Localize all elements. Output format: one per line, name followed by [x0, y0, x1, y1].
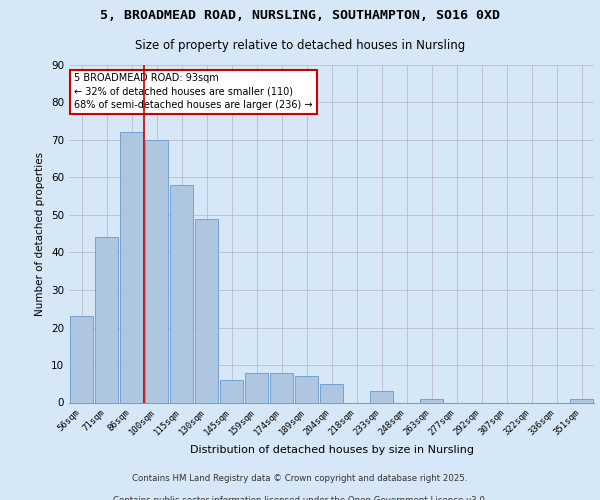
Bar — [420, 399, 443, 402]
Text: Contains HM Land Registry data © Crown copyright and database right 2025.: Contains HM Land Registry data © Crown c… — [132, 474, 468, 483]
Text: Contains public sector information licensed under the Open Government Licence v3: Contains public sector information licen… — [113, 496, 487, 500]
Text: 5 BROADMEAD ROAD: 93sqm
← 32% of detached houses are smaller (110)
68% of semi-d: 5 BROADMEAD ROAD: 93sqm ← 32% of detache… — [74, 74, 313, 110]
Bar — [120, 132, 143, 402]
Bar — [170, 185, 193, 402]
Bar — [370, 391, 393, 402]
Y-axis label: Number of detached properties: Number of detached properties — [35, 152, 46, 316]
Bar — [195, 218, 218, 402]
Bar — [95, 238, 118, 402]
Bar — [145, 140, 168, 402]
Bar — [70, 316, 93, 402]
Bar — [570, 399, 593, 402]
Bar — [270, 372, 293, 402]
Bar — [220, 380, 243, 402]
Bar — [295, 376, 318, 402]
Bar — [320, 384, 343, 402]
Bar — [245, 372, 268, 402]
Text: 5, BROADMEAD ROAD, NURSLING, SOUTHAMPTON, SO16 0XD: 5, BROADMEAD ROAD, NURSLING, SOUTHAMPTON… — [100, 9, 500, 22]
X-axis label: Distribution of detached houses by size in Nursling: Distribution of detached houses by size … — [190, 445, 473, 455]
Text: Size of property relative to detached houses in Nursling: Size of property relative to detached ho… — [135, 39, 465, 52]
